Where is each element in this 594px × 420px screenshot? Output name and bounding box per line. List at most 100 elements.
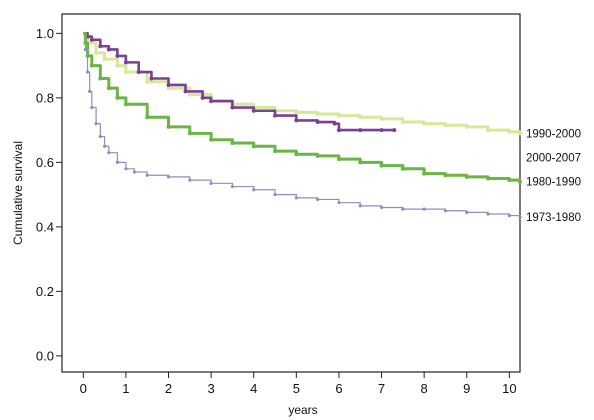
data-point-2000-2007-3 <box>98 44 103 49</box>
data-point-1973-1980-20 <box>316 197 320 202</box>
series-label-1973-1980: 1973-1980 <box>526 212 581 224</box>
data-point-1980-1990-14 <box>273 149 278 154</box>
data-point-1973-1980-3 <box>88 89 92 94</box>
data-point-1973-1980-30 <box>518 215 522 219</box>
data-point-1973-1980-16 <box>230 184 235 189</box>
x-tick-label-5: 5 <box>293 381 300 396</box>
data-point-1973-1980-22 <box>358 204 362 208</box>
data-point-1973-1980-7 <box>103 144 107 148</box>
data-point-1990-2000-17 <box>379 116 384 121</box>
data-point-2000-2007-15 <box>273 113 278 118</box>
data-point-1990-2000-8 <box>187 92 192 97</box>
data-point-2000-2007-19 <box>336 128 341 133</box>
data-point-2000-2007-17 <box>315 120 320 125</box>
series-label-2000-2007: 2000-2007 <box>526 153 581 165</box>
data-point-1980-1990-15 <box>294 152 299 157</box>
data-point-1973-1980-1 <box>83 47 88 52</box>
data-point-1990-2000-3 <box>102 57 107 62</box>
data-point-2000-2007-6 <box>123 60 128 65</box>
data-point-1990-2000-16 <box>358 115 363 120</box>
data-point-2000-2007-21 <box>379 128 384 133</box>
x-tick-label-6: 6 <box>335 381 342 396</box>
data-point-1990-2000-5 <box>123 70 128 75</box>
series-labels: 1990-2000 2000-2007 1980-1990 1973-1980 <box>526 128 581 224</box>
data-point-1973-1980-23 <box>379 205 384 210</box>
data-point-2000-2007-4 <box>106 47 111 52</box>
y-tick-label-3: 0.6 <box>36 155 54 170</box>
series-label-1980-1990: 1980-1990 <box>526 177 581 189</box>
data-point-1990-2000-15 <box>336 113 341 118</box>
data-point-1973-1980-28 <box>486 212 490 216</box>
series-layer <box>83 31 522 219</box>
data-point-2000-2007-8 <box>149 76 154 81</box>
data-point-2000-2007-16 <box>294 118 299 123</box>
data-point-1973-1980-27 <box>465 210 469 214</box>
data-point-2000-2007-13 <box>230 105 235 110</box>
series-line-1973-1980 <box>83 32 521 218</box>
data-point-1980-1990-3 <box>89 63 94 68</box>
data-point-1980-1990-9 <box>166 124 171 129</box>
data-point-1990-2000-6 <box>145 79 150 84</box>
y-tick-label-5: 1.0 <box>36 26 54 41</box>
data-point-1980-1990-21 <box>422 171 427 176</box>
data-point-1980-1990-7 <box>123 102 128 107</box>
data-point-1990-2000-4 <box>115 63 120 68</box>
x-tick-label-9: 9 <box>463 381 470 396</box>
data-point-1973-1980-25 <box>422 207 426 211</box>
data-point-1980-1990-5 <box>106 86 111 91</box>
data-point-2000-2007-5 <box>115 53 120 58</box>
data-point-2000-2007-7 <box>136 70 141 75</box>
y-tick-label-4: 0.8 <box>36 90 54 105</box>
data-point-1980-1990-11 <box>209 137 214 142</box>
data-point-1973-1980-18 <box>273 193 277 197</box>
data-point-1980-1990-17 <box>336 157 341 162</box>
data-point-1980-1990-18 <box>358 160 363 165</box>
data-point-1973-1980-17 <box>252 188 256 192</box>
data-point-2000-2007-2 <box>89 37 94 42</box>
data-point-1980-1990-22 <box>443 173 448 178</box>
y-tick-label-0: 0.0 <box>36 348 54 363</box>
data-point-1973-1980-19 <box>294 196 298 200</box>
data-point-1973-1980-5 <box>94 122 98 126</box>
x-axis-title: years <box>288 403 317 417</box>
data-point-1980-1990-25 <box>507 178 512 183</box>
data-point-1990-2000-20 <box>443 123 448 128</box>
data-point-1990-2000-13 <box>294 110 299 115</box>
x-tick-label-7: 7 <box>378 381 385 396</box>
x-tick-label-2: 2 <box>165 381 172 396</box>
x-tick-label-1: 1 <box>122 381 129 396</box>
data-point-1990-2000-24 <box>518 131 522 136</box>
data-point-1990-2000-2 <box>94 50 99 55</box>
data-point-1973-1980-21 <box>337 201 341 205</box>
data-point-1973-1980-11 <box>132 170 137 174</box>
data-point-1973-1980-9 <box>115 160 119 164</box>
axes-layer: 0 1 2 3 4 5 6 7 8 9 10 0.0 0.2 0.4 0.6 0.8 1.0 <box>36 26 517 396</box>
x-tick-label-4: 4 <box>250 381 257 396</box>
data-point-1990-2000-7 <box>166 86 171 91</box>
series-label-1990-2000: 1990-2000 <box>526 128 581 140</box>
data-point-2000-2007-18 <box>332 121 337 126</box>
data-point-1973-1980-6 <box>98 134 102 139</box>
x-tick-label-10: 10 <box>502 381 516 396</box>
data-point-2000-2007-20 <box>358 128 363 133</box>
x-tick-label-3: 3 <box>207 381 214 396</box>
data-point-1973-1980-12 <box>145 173 149 177</box>
series-line-2000-2007 <box>83 32 395 132</box>
data-point-1980-1990-16 <box>315 153 320 158</box>
plot-frame <box>61 13 521 373</box>
data-point-2000-2007-10 <box>183 89 188 94</box>
data-point-1980-1990-26 <box>518 179 522 184</box>
data-point-1990-2000-19 <box>422 121 427 126</box>
data-point-1980-1990-20 <box>400 166 405 171</box>
data-point-1980-1990-24 <box>486 176 491 181</box>
data-point-1980-1990-12 <box>230 141 235 146</box>
data-point-1990-2000-18 <box>400 120 405 125</box>
y-tick-label-2: 0.4 <box>36 219 54 234</box>
data-point-1980-1990-8 <box>145 115 150 120</box>
data-point-1973-1980-2 <box>85 70 90 74</box>
data-point-1973-1980-14 <box>188 178 192 182</box>
data-point-1973-1980-4 <box>90 105 94 110</box>
data-point-1980-1990-23 <box>464 174 469 179</box>
data-point-1973-1980-26 <box>443 209 448 213</box>
